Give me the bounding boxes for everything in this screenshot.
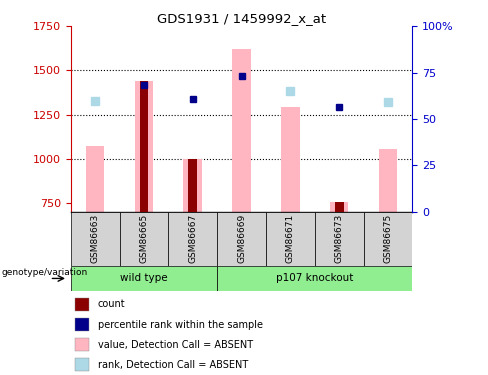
- Text: wild type: wild type: [120, 273, 168, 284]
- Text: percentile rank within the sample: percentile rank within the sample: [98, 320, 263, 330]
- Text: genotype/variation: genotype/variation: [1, 268, 88, 277]
- Bar: [168, 212, 217, 266]
- Bar: [330, 202, 348, 212]
- Bar: [217, 266, 412, 291]
- Bar: [140, 81, 148, 212]
- Bar: [71, 266, 217, 291]
- Bar: [335, 202, 344, 212]
- Text: GSM86675: GSM86675: [384, 213, 392, 262]
- Bar: [71, 212, 120, 266]
- Bar: [75, 338, 89, 351]
- Text: GSM86667: GSM86667: [188, 213, 197, 262]
- Bar: [120, 212, 168, 266]
- Bar: [183, 159, 202, 212]
- Bar: [75, 318, 89, 331]
- Text: GSM86665: GSM86665: [140, 213, 148, 262]
- Text: GSM86669: GSM86669: [237, 213, 246, 262]
- Text: value, Detection Call = ABSENT: value, Detection Call = ABSENT: [98, 340, 253, 350]
- Bar: [315, 212, 364, 266]
- Title: GDS1931 / 1459992_x_at: GDS1931 / 1459992_x_at: [157, 12, 326, 25]
- Text: GSM86663: GSM86663: [91, 213, 100, 262]
- Bar: [135, 81, 153, 212]
- Text: rank, Detection Call = ABSENT: rank, Detection Call = ABSENT: [98, 360, 248, 370]
- Text: GSM86671: GSM86671: [286, 213, 295, 262]
- Bar: [217, 212, 266, 266]
- Bar: [364, 212, 412, 266]
- Bar: [281, 106, 300, 212]
- Bar: [188, 159, 197, 212]
- Bar: [379, 149, 397, 212]
- Bar: [75, 358, 89, 371]
- Text: p107 knockout: p107 knockout: [276, 273, 353, 284]
- Bar: [232, 49, 251, 212]
- Text: count: count: [98, 300, 125, 309]
- Bar: [266, 212, 315, 266]
- Bar: [86, 147, 104, 212]
- Text: GSM86673: GSM86673: [335, 213, 344, 262]
- Bar: [75, 298, 89, 311]
